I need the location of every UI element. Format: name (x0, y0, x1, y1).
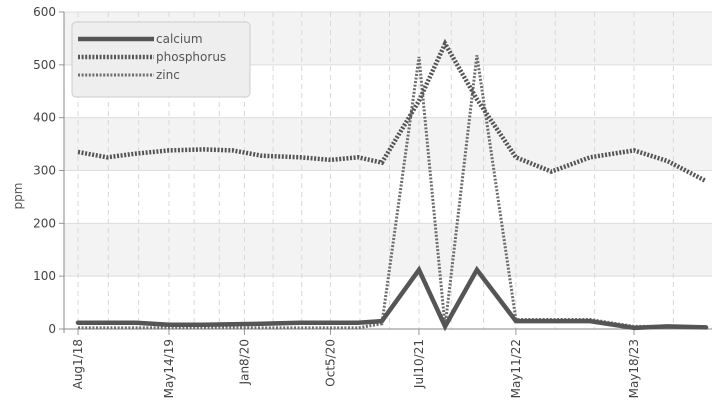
series-line-phosphorus (77, 38, 708, 184)
y-tick-label: 0 (48, 322, 56, 336)
series (75, 38, 709, 332)
legend-label-calcium: calcium (156, 32, 203, 46)
y-tick-label: 200 (33, 216, 56, 230)
x-tick-label: Oct5/20 (323, 339, 337, 387)
y-tick-label: 400 (33, 111, 56, 125)
plot-band (64, 223, 712, 277)
x-tick-label: May18/23 (627, 339, 641, 398)
plot-band (64, 170, 712, 224)
x-tick-label: May14/19 (162, 339, 176, 398)
plot-band (64, 117, 712, 171)
x-tick-label: Jan8/20 (237, 339, 251, 385)
x-tick-label: Aug1/18 (71, 339, 85, 389)
legend-label-phosphorus: phosphorus (156, 50, 226, 64)
series-line-calcium (75, 265, 709, 332)
x-tick-label: Jul10/21 (412, 339, 426, 389)
plot-band (64, 276, 712, 329)
y-axis-title: ppm (11, 183, 25, 210)
legend: calcium phosphorus zinc (71, 21, 251, 98)
legend-label-zinc: zinc (156, 68, 180, 82)
y-tick-label: 300 (33, 164, 56, 178)
y-tick-label: 100 (33, 269, 56, 283)
y-tick-label: 600 (33, 5, 56, 19)
y-tick-label: 500 (33, 58, 56, 72)
x-tick-label: May11/22 (509, 339, 523, 398)
axes: 0 100 200 300 400 500 600 Aug1/18 May14/19 Jan8/2… (33, 5, 712, 398)
